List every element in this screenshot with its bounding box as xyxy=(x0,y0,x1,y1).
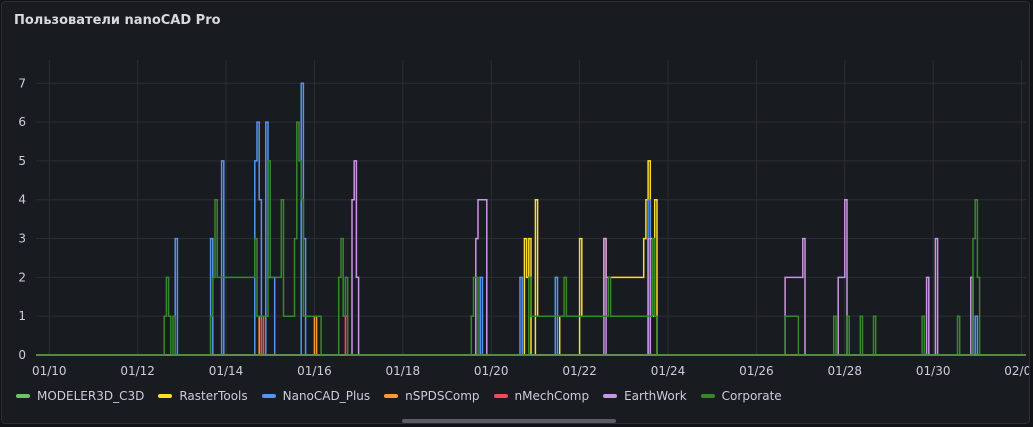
x-tick-label: 01/12 xyxy=(120,364,155,378)
legend-swatch xyxy=(16,394,30,398)
y-tick-label: 6 xyxy=(18,115,26,129)
legend-label: RasterTools xyxy=(179,389,248,403)
panel-title: Пользователи nanoCAD Pro xyxy=(14,13,221,28)
y-tick-label: 0 xyxy=(18,348,26,362)
legend-item-earthwork[interactable]: EarthWork xyxy=(603,389,687,403)
x-tick-label: 01/20 xyxy=(474,364,509,378)
x-tick-label: 01/10 xyxy=(32,364,67,378)
x-tick-label: 01/16 xyxy=(297,364,332,378)
y-tick-label: 2 xyxy=(18,270,26,284)
horizontal-scrollbar[interactable] xyxy=(402,419,616,423)
legend-label: MODELER3D_C3D xyxy=(37,389,145,403)
legend-swatch xyxy=(493,394,508,398)
x-tick-label: 01/14 xyxy=(209,364,244,378)
legend-swatch xyxy=(158,394,173,398)
legend-item-rastertools[interactable]: RasterTools xyxy=(158,389,248,403)
legend-item-nanocad-plus[interactable]: NanoCAD_Plus xyxy=(261,389,371,403)
legend: MODELER3D_C3D RasterTools NanoCAD_Plus nSPD… xyxy=(16,389,796,403)
x-tick-label: 01/22 xyxy=(562,364,597,378)
x-tick-label: 01/18 xyxy=(386,364,421,378)
y-tick-label: 7 xyxy=(18,76,26,90)
legend-item-nspdscomp[interactable]: nSPDSComp xyxy=(384,389,480,403)
x-tick-label: 01/30 xyxy=(916,364,951,378)
legend-swatch xyxy=(384,394,399,398)
legend-item-corporate[interactable]: Corporate xyxy=(700,389,782,403)
legend-swatch xyxy=(603,394,618,398)
legend-item-nmechcomp[interactable]: nMechComp xyxy=(493,389,590,403)
y-tick-label: 3 xyxy=(18,232,26,246)
legend-swatch xyxy=(261,394,276,398)
x-tick-label: 01/28 xyxy=(827,364,862,378)
legend-label: NanoCAD_Plus xyxy=(282,389,371,403)
y-tick-label: 5 xyxy=(18,154,26,168)
legend-swatch xyxy=(700,394,715,398)
series-line-rastertools xyxy=(36,160,1026,356)
y-tick-label: 1 xyxy=(18,309,26,323)
x-tick-label: 01/24 xyxy=(651,364,686,378)
legend-label: nSPDSComp xyxy=(405,389,480,403)
x-tick-label: 02/01 xyxy=(1004,364,1030,378)
legend-label: nMechComp xyxy=(514,389,590,403)
legend-label: Corporate xyxy=(721,389,782,403)
legend-item-modeler3d-c3d[interactable]: MODELER3D_C3D xyxy=(16,389,144,403)
x-tick-label: 01/26 xyxy=(739,364,774,378)
y-tick-label: 4 xyxy=(18,193,26,207)
legend-label: EarthWork xyxy=(624,389,687,403)
